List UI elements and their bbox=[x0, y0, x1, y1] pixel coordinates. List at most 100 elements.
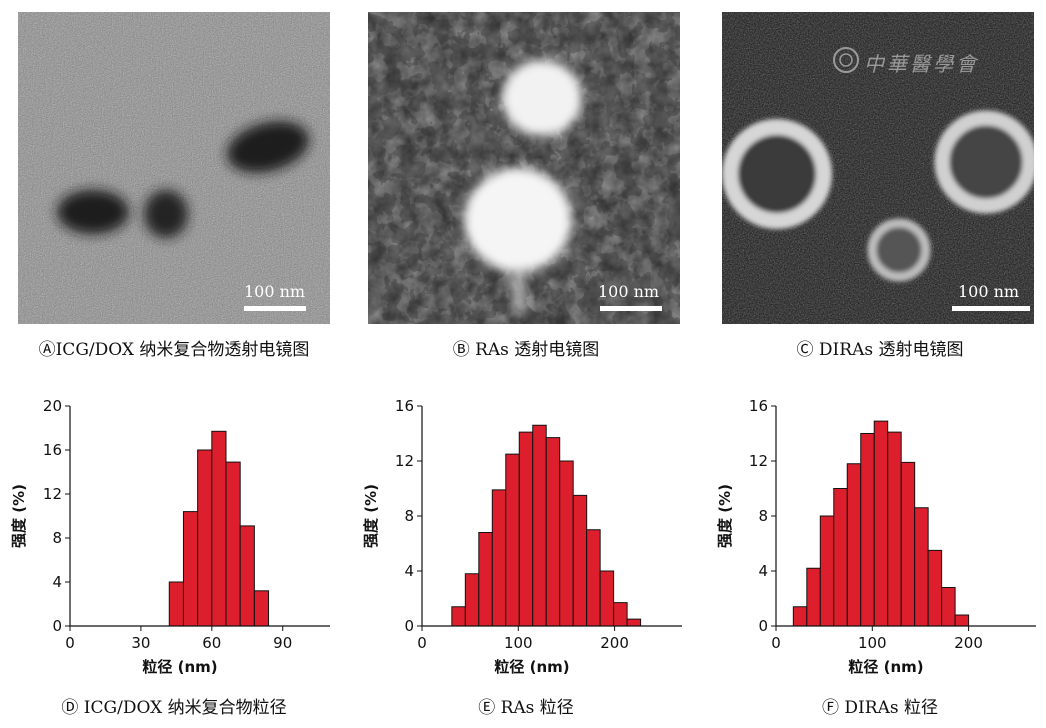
histogram-bar bbox=[451, 606, 466, 627]
y-tick-label: 0 bbox=[758, 617, 768, 635]
x-tick-label: 100 bbox=[504, 634, 533, 652]
chart-d: 0 4 8 12 16 20 0 30 60 90 粒径 (nm) 强度 (%) bbox=[0, 392, 348, 692]
histogram-bar bbox=[545, 437, 561, 627]
vesicle bbox=[867, 218, 931, 282]
y-tick-label: 8 bbox=[404, 507, 414, 525]
histogram-bar bbox=[873, 420, 889, 627]
nanoparticle bbox=[57, 190, 129, 234]
x-axis-label: 粒径 (nm) bbox=[142, 658, 217, 676]
y-tick-label: 4 bbox=[404, 562, 414, 580]
histogram-bar bbox=[182, 511, 199, 627]
y-tick-label: 8 bbox=[52, 529, 62, 547]
caption-d: Ⓓ ICG/DOX 纳米复合物粒径 bbox=[61, 698, 287, 718]
x-tick-label: 0 bbox=[65, 634, 75, 652]
y-tick-label: 4 bbox=[52, 573, 62, 591]
histogram-bar bbox=[613, 602, 628, 627]
y-tick-label: 4 bbox=[758, 562, 768, 580]
histogram-bar bbox=[599, 570, 615, 627]
histogram-bar bbox=[954, 614, 970, 627]
histogram-bar bbox=[806, 567, 821, 627]
histogram-bar bbox=[491, 489, 507, 627]
histogram-bar bbox=[792, 606, 808, 627]
histogram-bar bbox=[211, 430, 227, 627]
y-tick-label: 16 bbox=[43, 441, 62, 459]
scale-bar-label: 100 nm bbox=[958, 282, 1020, 301]
caption-e: Ⓔ RAs 粒径 bbox=[478, 698, 574, 718]
histogram-bar bbox=[518, 431, 534, 627]
x-axis-label: 粒径 (nm) bbox=[848, 658, 923, 676]
histogram-bar bbox=[168, 581, 184, 627]
y-axis-label: 强度 (%) bbox=[10, 484, 28, 548]
x-axis-label: 粒径 (nm) bbox=[494, 658, 569, 676]
chart-f-svg: 0 4 8 12 16 0 100 200 粒径 (nm) 强度 (%) bbox=[716, 397, 1036, 676]
histogram-bar bbox=[532, 424, 547, 627]
histogram-bar bbox=[941, 587, 956, 627]
histogram-bar bbox=[225, 461, 241, 627]
tem-image-icg-dox-svg bbox=[18, 12, 330, 324]
scale-bar bbox=[952, 306, 1030, 311]
x-tick-label: 30 bbox=[131, 634, 150, 652]
tem-image-diras: 中華醫學會 100 nm bbox=[722, 12, 1034, 324]
chart-d-svg: 0 4 8 12 16 20 0 30 60 90 粒径 (nm) 强度 (%) bbox=[10, 397, 330, 676]
nanoparticle bbox=[226, 121, 310, 173]
chart-e: 0 4 8 12 16 0 100 200 粒径 (nm) 强度 (%) bbox=[352, 392, 700, 692]
histogram-bar bbox=[464, 573, 480, 627]
tem-image-ras-svg bbox=[368, 12, 680, 324]
histogram-bar bbox=[572, 494, 588, 627]
watermark-seal-icon bbox=[833, 47, 859, 73]
histogram-bar bbox=[927, 549, 943, 627]
y-tick-label: 20 bbox=[43, 397, 62, 415]
scale-bar-label: 100 nm bbox=[598, 282, 660, 301]
nanoparticle bbox=[502, 60, 582, 136]
vesicle bbox=[934, 110, 1034, 214]
histogram-bar bbox=[559, 460, 574, 627]
caption-a: ⒶICG/DOX 纳米复合物透射电镜图 bbox=[38, 340, 310, 360]
y-axis-label: 强度 (%) bbox=[362, 484, 380, 548]
y-axis-label: 强度 (%) bbox=[716, 484, 734, 548]
watermark: 中華醫學會 bbox=[864, 52, 979, 76]
histogram-bar bbox=[253, 590, 270, 627]
histogram-bar bbox=[478, 532, 493, 627]
vesicle bbox=[722, 119, 832, 229]
x-tick-label: 0 bbox=[417, 634, 427, 652]
y-tick-label: 16 bbox=[395, 397, 414, 415]
x-tick-label: 60 bbox=[202, 634, 221, 652]
chart-f: 0 4 8 12 16 0 100 200 粒径 (nm) 强度 (%) bbox=[706, 392, 1046, 692]
histogram-bar bbox=[833, 488, 848, 627]
caption-b: Ⓑ RAs 透射电镜图 bbox=[452, 340, 600, 360]
y-tick-label: 12 bbox=[395, 452, 414, 470]
x-tick-label: 200 bbox=[600, 634, 629, 652]
caption-f: Ⓕ DIRAs 粒径 bbox=[822, 698, 938, 718]
x-tick-label: 200 bbox=[954, 634, 983, 652]
histogram-bar bbox=[197, 449, 213, 627]
tem-image-ras: 100 nm bbox=[368, 12, 680, 324]
nanoparticle bbox=[144, 190, 188, 238]
histogram-bar bbox=[846, 463, 862, 627]
histogram-bar bbox=[505, 453, 520, 627]
x-tick-label: 90 bbox=[273, 634, 292, 652]
scale-bar bbox=[600, 306, 662, 311]
histogram-bar bbox=[586, 529, 601, 627]
y-tick-label: 8 bbox=[758, 507, 768, 525]
x-tick-label: 0 bbox=[771, 634, 781, 652]
histogram-bar bbox=[819, 515, 835, 627]
y-tick-label: 16 bbox=[749, 397, 768, 415]
histogram-bar bbox=[860, 433, 875, 627]
tem-image-icg-dox: 100 nm bbox=[18, 12, 330, 324]
y-tick-label: 0 bbox=[404, 617, 414, 635]
histogram-bar bbox=[239, 525, 255, 627]
scale-bar bbox=[244, 306, 306, 311]
histogram-bar bbox=[626, 618, 642, 627]
histogram-bar bbox=[914, 507, 929, 627]
x-tick-label: 100 bbox=[858, 634, 887, 652]
histogram-bar bbox=[887, 431, 902, 627]
tem-image-diras-svg bbox=[722, 12, 1034, 324]
y-tick-label: 0 bbox=[52, 617, 62, 635]
y-tick-label: 12 bbox=[749, 452, 768, 470]
nanoparticle bbox=[464, 168, 572, 272]
scale-bar-label: 100 nm bbox=[244, 282, 306, 301]
caption-c: Ⓒ DIRAs 透射电镜图 bbox=[796, 340, 964, 360]
y-tick-label: 12 bbox=[43, 485, 62, 503]
histogram-bar bbox=[900, 461, 916, 627]
chart-e-svg: 0 4 8 12 16 0 100 200 粒径 (nm) 强度 (%) bbox=[362, 397, 682, 676]
